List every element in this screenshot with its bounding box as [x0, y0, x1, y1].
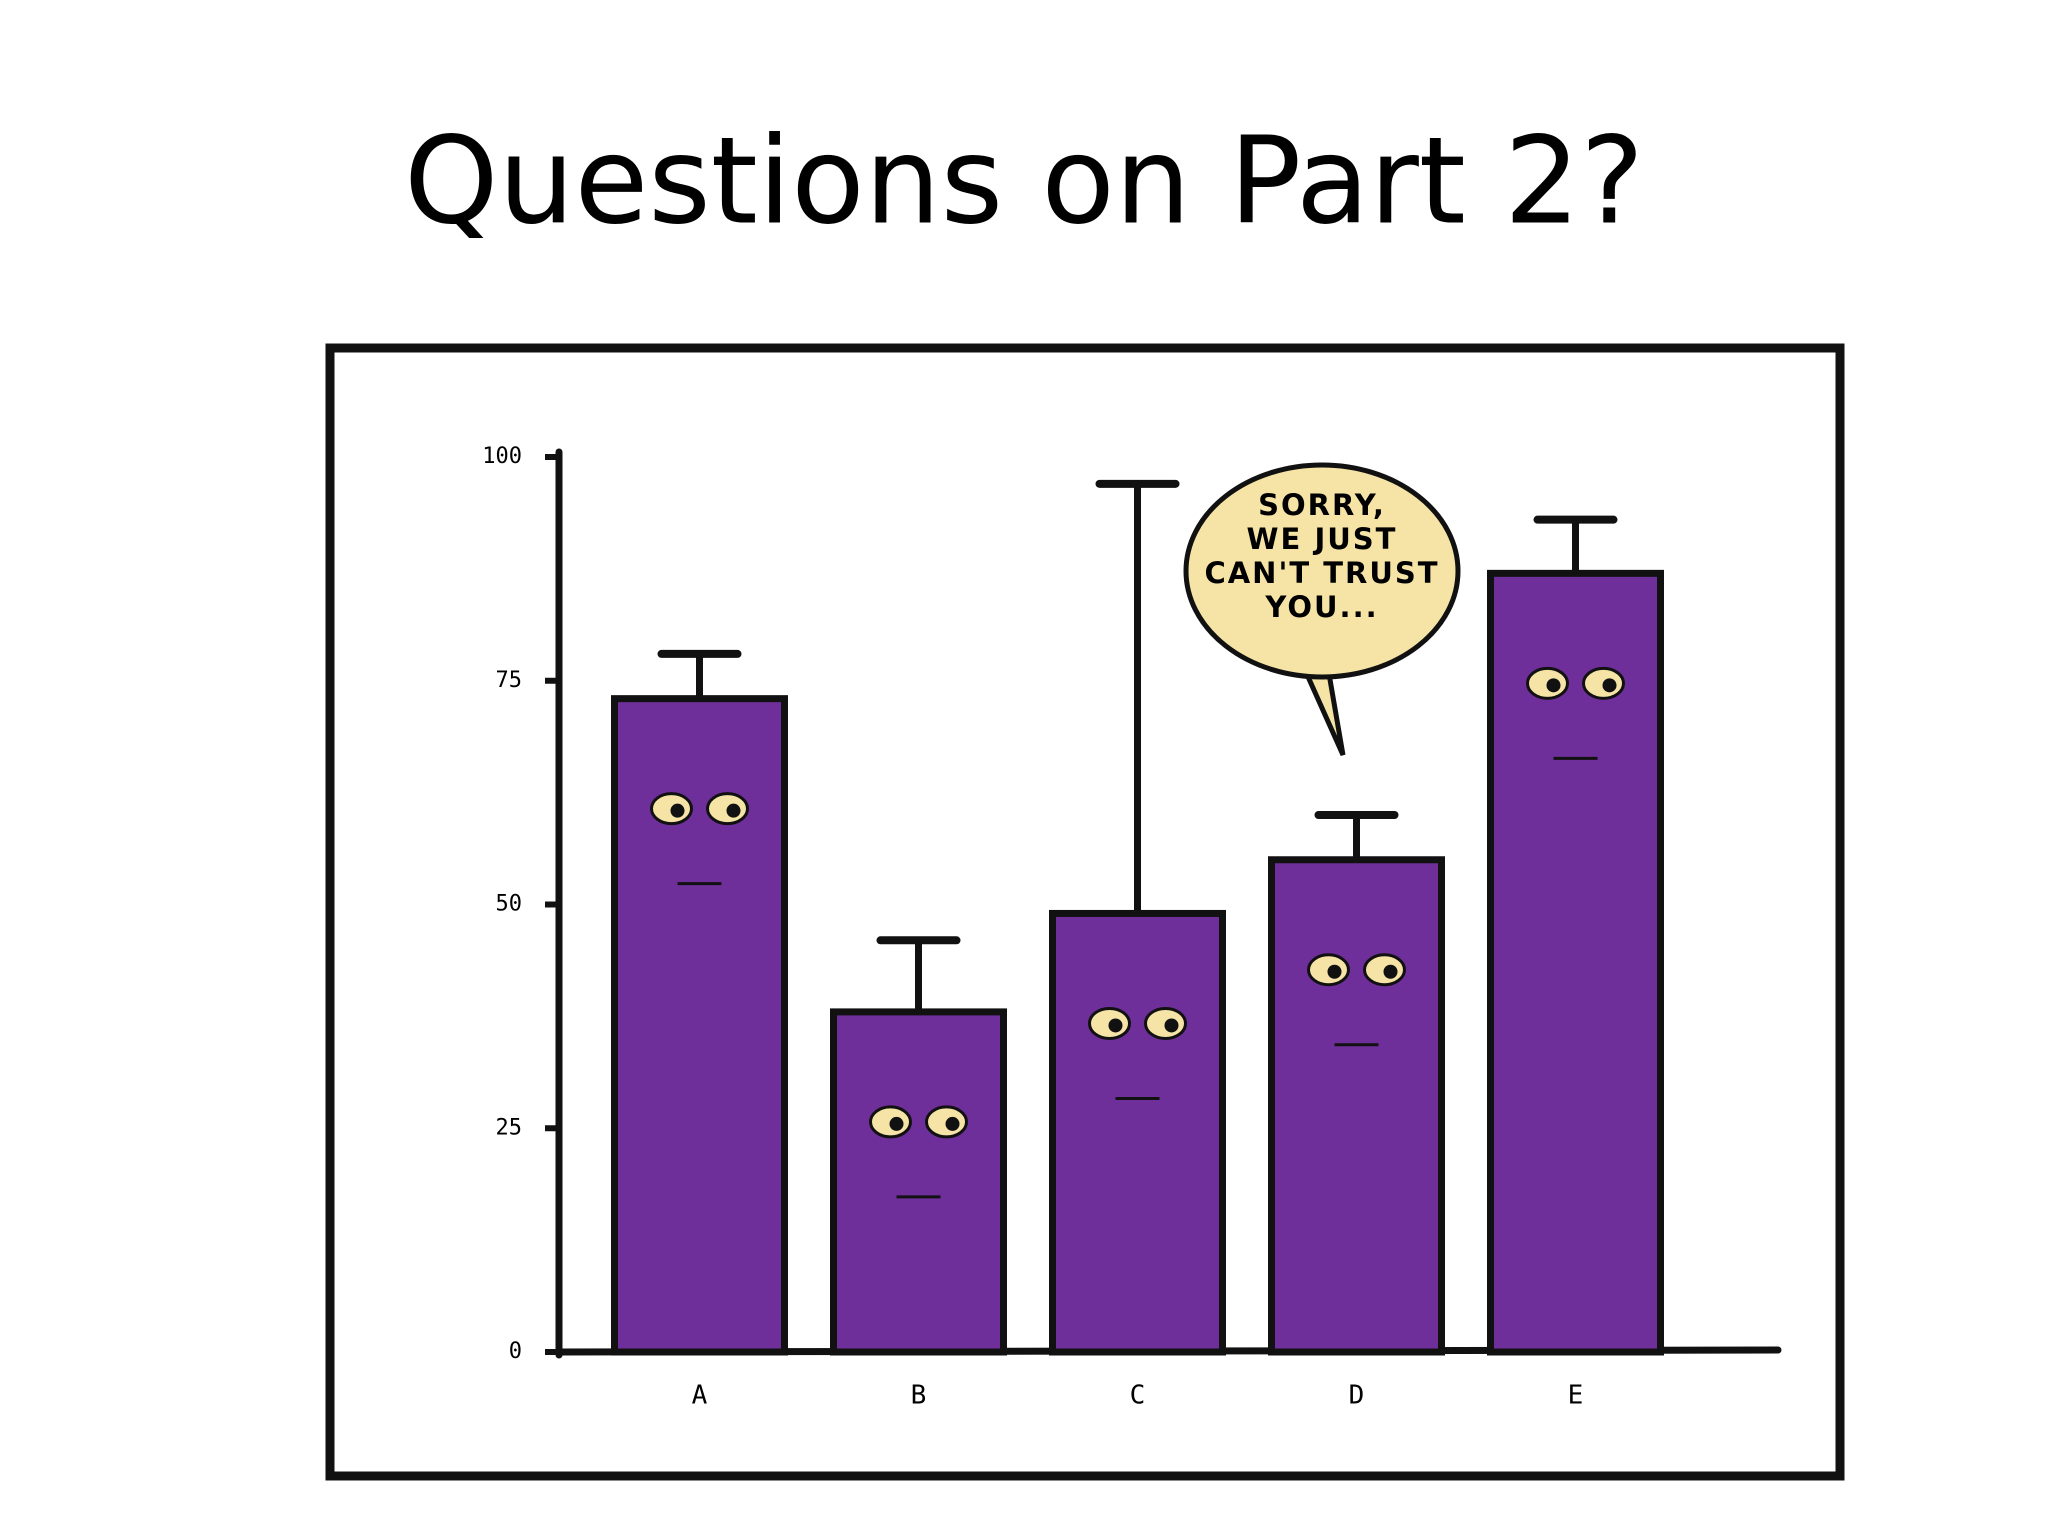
face-pupil	[670, 803, 685, 818]
bubble-text: SORRY,	[1258, 488, 1386, 522]
slide-title: Questions on Part 2?	[404, 113, 1644, 252]
x-tick-label: C	[1130, 1381, 1146, 1411]
bar	[1487, 569, 1664, 1356]
face-pupil	[1546, 678, 1561, 693]
bubble-text: CAN'T TRUST	[1204, 556, 1439, 590]
face-pupil	[1108, 1018, 1123, 1033]
face-pupil	[1327, 964, 1342, 979]
bar	[830, 1008, 1007, 1356]
bubble-text: YOU...	[1264, 590, 1378, 624]
face-pupil	[1602, 678, 1617, 693]
y-tick-label: 50	[496, 892, 523, 917]
x-tick-label: D	[1349, 1381, 1365, 1411]
bubble-body	[1183, 462, 1461, 680]
bubble-text: WE JUST	[1247, 522, 1398, 556]
face-pupil	[1383, 964, 1398, 979]
y-tick-label: 75	[496, 668, 523, 693]
bar	[611, 695, 788, 1356]
y-tick-label: 0	[509, 1339, 522, 1364]
x-tick-label: A	[692, 1381, 708, 1411]
y-tick-label: 100	[482, 444, 522, 469]
bar	[1268, 856, 1445, 1356]
x-tick-label: E	[1568, 1381, 1584, 1411]
y-tick-label: 25	[496, 1115, 523, 1140]
bar	[1049, 909, 1226, 1356]
x-tick-label: B	[911, 1381, 927, 1411]
face-pupil	[889, 1116, 904, 1131]
face-pupil	[945, 1116, 960, 1131]
face-pupil	[726, 803, 741, 818]
face-pupil	[1164, 1018, 1179, 1033]
